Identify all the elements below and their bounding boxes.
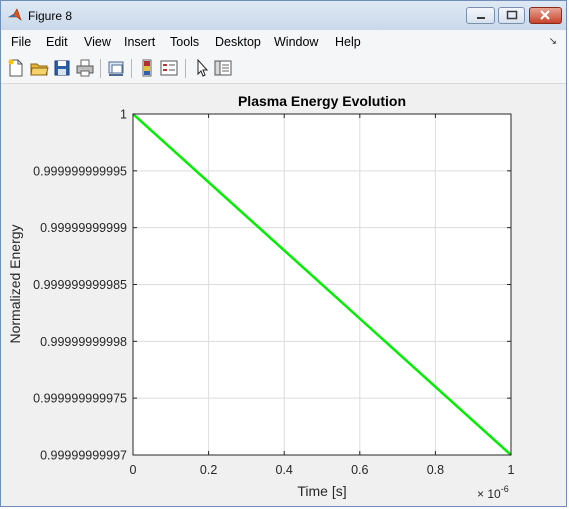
link-plot-button[interactable] (106, 58, 126, 78)
link-plot-icon (108, 61, 124, 76)
save-icon (54, 60, 70, 76)
x-tick-label: 0.8 (427, 463, 444, 477)
open-file-icon (30, 63, 49, 76)
x-tick-label: 0.6 (351, 463, 368, 477)
series-layer (132, 113, 512, 456)
y-tick-labels: 1 0.999999999995 0.99999999999 0.9999999999… (33, 108, 127, 463)
menu-window[interactable]: Window (274, 35, 319, 49)
toolbar-separator (131, 59, 132, 78)
plot-area: 1 0.999999999995 0.99999999999 0.9999999999… (7, 93, 515, 501)
minimize-button[interactable] (466, 7, 495, 24)
chart-title: Plasma Energy Evolution (238, 93, 406, 109)
y-tick-label: 0.999999999985 (33, 278, 127, 292)
print-button[interactable] (75, 58, 95, 78)
close-button[interactable] (529, 7, 562, 24)
insert-colorbar-button[interactable] (137, 58, 157, 78)
menu-view[interactable]: View (84, 35, 111, 49)
save-button[interactable] (52, 58, 72, 78)
menu-insert[interactable]: Insert (124, 35, 156, 49)
figure-canvas: 1 0.999999999995 0.99999999999 0.9999999999… (3, 84, 565, 504)
menu-help[interactable]: Help (335, 35, 361, 49)
edit-plot-button[interactable] (192, 58, 212, 78)
y-axis-label: Normalized Energy (7, 224, 23, 343)
x-tick-labels: 0 0.2 0.4 0.6 0.8 1 (130, 463, 515, 477)
property-inspector-button[interactable] (213, 58, 233, 78)
property-inspector-icon (214, 60, 232, 76)
energy-series-line (132, 113, 512, 456)
x-exponent-power: -6 (501, 484, 509, 494)
window-title: Figure 8 (28, 9, 73, 23)
toolbar-separator (185, 59, 186, 78)
toolbar (1, 54, 566, 84)
dock-arrow-icon[interactable]: ↘ (548, 36, 557, 47)
x-exponent-base: × 10 (477, 487, 501, 501)
close-icon (540, 10, 550, 20)
minimize-icon (477, 17, 485, 19)
x-exponent-label: × 10-6 (477, 484, 509, 501)
y-tick-label: 0.99999999999 (40, 221, 127, 235)
maximize-button[interactable] (498, 7, 525, 24)
new-figure-icon (8, 59, 23, 77)
insert-legend-icon (160, 60, 178, 76)
x-tick-label: 0 (130, 463, 137, 477)
matlab-logo-icon (8, 8, 22, 21)
x-axis-label: Time [s] (297, 483, 346, 499)
y-tick-label: 0.999999999995 (33, 164, 127, 178)
open-file-button[interactable] (29, 58, 49, 78)
new-figure-button[interactable] (6, 58, 26, 78)
title-bar[interactable]: Figure 8 (1, 1, 566, 31)
x-tick-label: 0.2 (200, 463, 217, 477)
insert-colorbar-icon (142, 59, 152, 77)
menu-bar: File Edit View Insert Tools Desktop Wind… (1, 30, 566, 54)
toolbar-separator (100, 59, 101, 78)
menu-desktop[interactable]: Desktop (215, 35, 261, 49)
x-tick-label: 1 (508, 463, 515, 477)
menu-edit[interactable]: Edit (46, 35, 68, 49)
menu-file[interactable]: File (11, 35, 32, 49)
y-tick-label: 0.999999999975 (33, 392, 127, 406)
tick-marks (132, 113, 512, 456)
insert-legend-button[interactable] (159, 58, 179, 78)
maximize-icon (506, 10, 518, 20)
y-tick-label: 0.99999999997 (40, 449, 127, 463)
menu-tools[interactable]: Tools (170, 35, 200, 49)
y-tick-label: 0.99999999998 (40, 335, 127, 349)
print-icon (76, 59, 94, 77)
edit-plot-pointer-icon (197, 58, 209, 77)
y-tick-label: 1 (120, 108, 127, 122)
x-tick-label: 0.4 (276, 463, 293, 477)
